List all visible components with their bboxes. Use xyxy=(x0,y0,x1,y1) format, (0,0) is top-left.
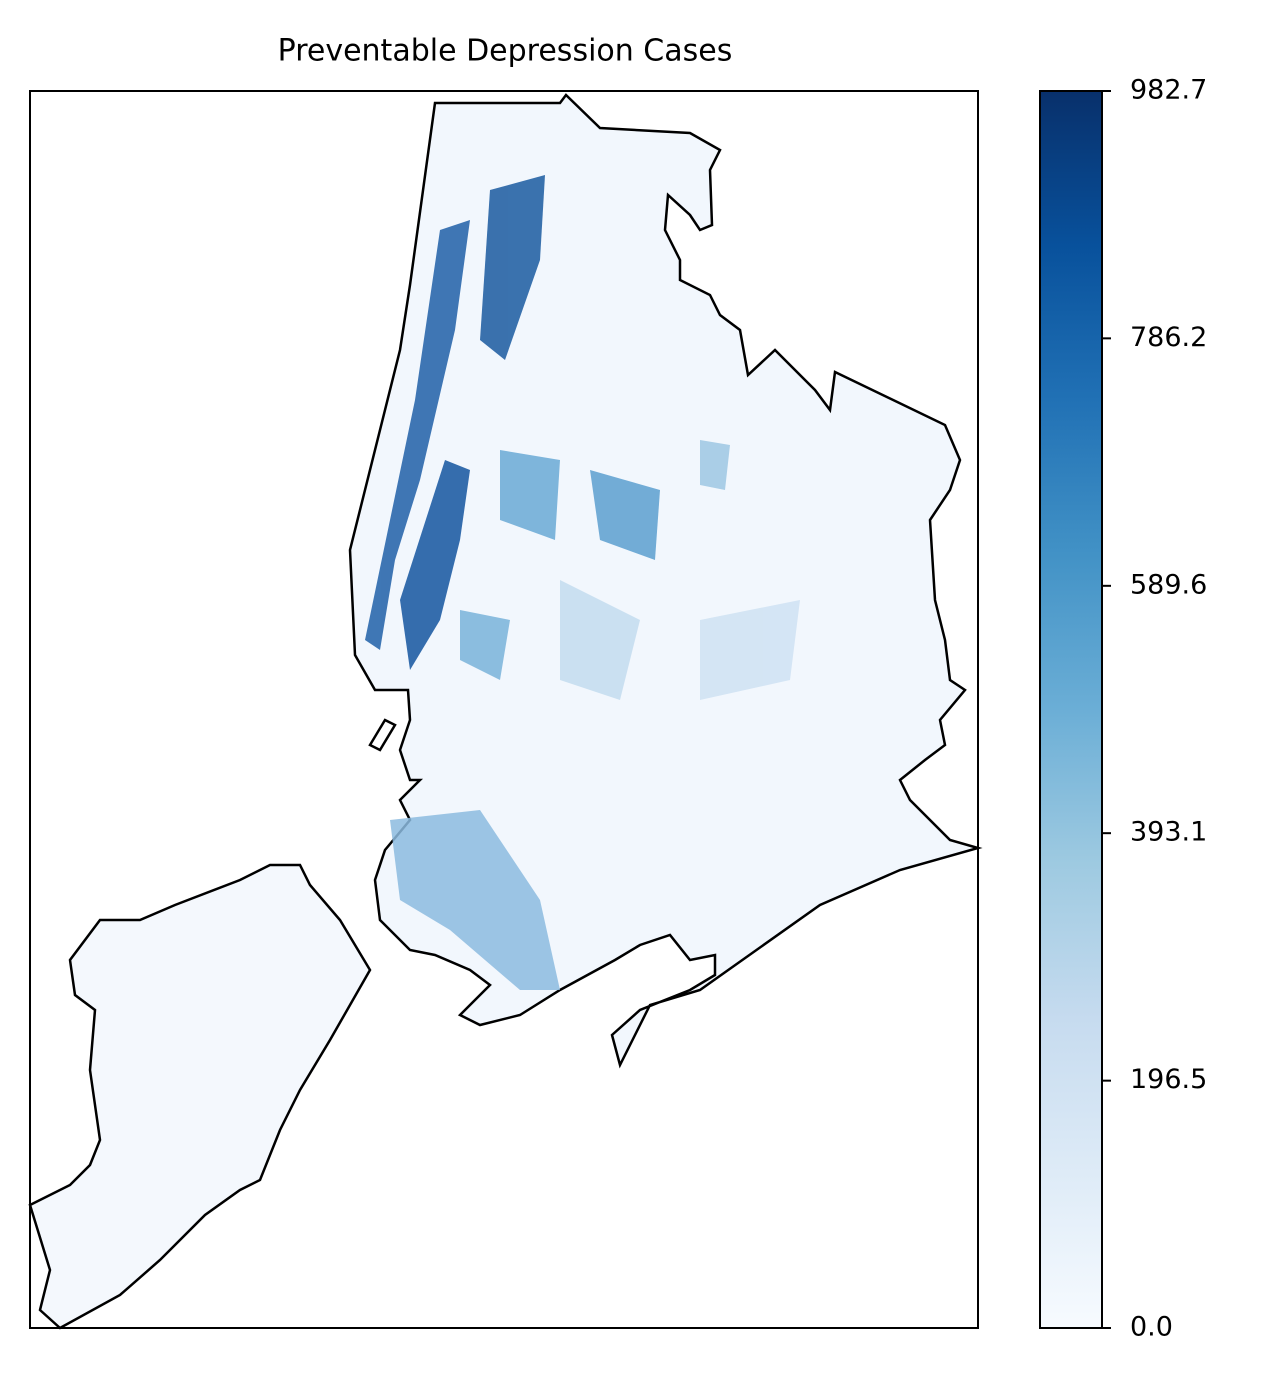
density-patches xyxy=(365,175,800,990)
colorbar-tick-label: 393.1 xyxy=(1130,817,1207,848)
borough-shape xyxy=(28,863,372,1330)
map xyxy=(28,90,983,1330)
island xyxy=(368,718,397,752)
colorbar-tick-label: 589.6 xyxy=(1130,569,1207,600)
map-title: Preventable Depression Cases xyxy=(278,34,733,69)
colorbar-tick-label: 786.2 xyxy=(1130,322,1207,353)
colorbar-tick-label: 196.5 xyxy=(1130,1064,1207,1095)
colorbar-tick-label: 0.0 xyxy=(1130,1312,1173,1343)
axes-frame xyxy=(29,90,979,1329)
colorbar-tick-label: 982.7 xyxy=(1130,75,1207,106)
colorbar xyxy=(1039,90,1103,1329)
